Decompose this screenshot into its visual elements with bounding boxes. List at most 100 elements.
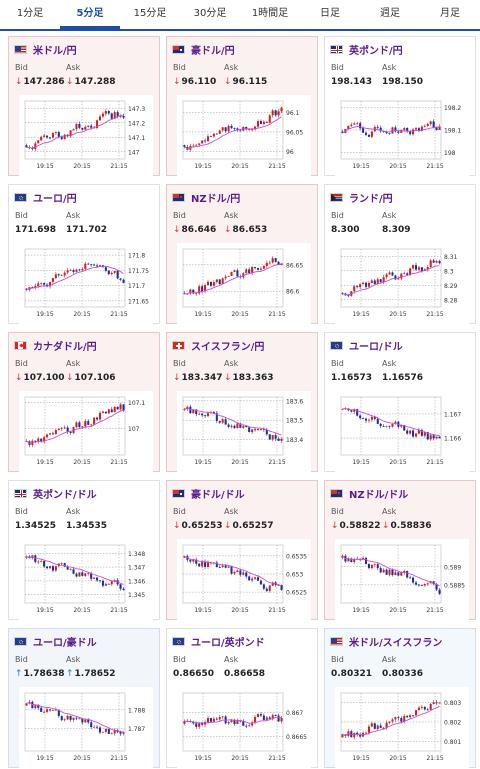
down-arrow-icon: ↓ — [173, 521, 181, 531]
candle-bear — [215, 718, 218, 720]
ask-value: 1.16576 — [382, 373, 423, 383]
pair-name[interactable]: 英ポンド/ドル — [33, 490, 97, 501]
candle-bull — [101, 731, 104, 733]
candle-bear — [69, 431, 72, 433]
pair-name[interactable]: ユーロ/ドル — [349, 342, 403, 353]
rate-card[interactable]: NZドル/円 Bid Ask ↓86.646 ↓86.653 86.65 86.6… — [166, 184, 318, 325]
price-chart[interactable]: 198.2 198.1 198 19:15 20:15 21:15 — [335, 95, 469, 177]
tab-2[interactable]: 15分足 — [133, 8, 167, 19]
pair-name[interactable]: 英ポンド/円 — [349, 46, 403, 57]
price-chart[interactable]: 0.6535 0.653 0.6525 19:15 20:15 21:15 — [177, 539, 311, 621]
rate-card[interactable]: スイスフラン/円 Bid Ask ↓183.347 ↓183.363 183.6… — [166, 332, 318, 473]
candle-bear — [107, 728, 110, 734]
tab-4[interactable]: 1時間足 — [251, 8, 289, 19]
candle-bull — [84, 573, 87, 576]
tab-0[interactable]: 1分足 — [16, 8, 44, 19]
candle-bull — [268, 262, 271, 264]
tab-3[interactable]: 30分足 — [193, 8, 227, 19]
price-chart[interactable]: 147.3 147.2 147.1 147 19:15 20:15 21:15 — [19, 95, 153, 177]
pair-name[interactable]: NZドル/ドル — [349, 490, 409, 501]
rate-card[interactable]: ユーロ/豪ドル Bid Ask ↑1.78638 ↑1.78652 1.788 1… — [8, 628, 160, 769]
rate-card[interactable]: 豪ドル/円 Bid Ask ↓96.110 ↓96.115 96.1 96.05 9… — [166, 36, 318, 177]
x-tick-label: 19:15 — [352, 755, 369, 762]
plot-frame — [24, 396, 126, 456]
candle-bear — [122, 279, 125, 283]
candle-bull — [280, 718, 283, 722]
price-chart[interactable]: 86.65 86.6 19:15 20:15 21:15 — [177, 243, 311, 325]
candle-bear — [81, 572, 84, 576]
pair-name[interactable]: ユーロ/豪ドル — [33, 638, 97, 649]
pair-name[interactable]: NZドル/円 — [191, 194, 241, 205]
au-us-flag-icon — [172, 489, 185, 498]
pair-name[interactable]: スイスフラン/円 — [191, 342, 265, 353]
pair-name[interactable]: ユーロ/英ポンド — [191, 638, 265, 649]
x-tick-label: 20:15 — [231, 459, 248, 466]
candle-bull — [370, 723, 373, 727]
candle-bull — [84, 421, 87, 427]
candle-bear — [104, 411, 107, 414]
price-chart[interactable]: 171.8 171.75 171.7 171.65 19:15 20:15 21:15 — [19, 243, 153, 325]
price-chart[interactable]: 1.348 1.347 1.346 1.345 19:15 20:15 21:15 — [19, 539, 153, 621]
tab-1[interactable]: 5分足 — [60, 0, 120, 29]
price-chart[interactable]: 107.1 107 19:15 20:15 21:15 — [19, 391, 153, 473]
rate-card[interactable]: ユーロ/英ポンド Bid Ask 0.86650 0.86658 0.867 0.… — [166, 628, 318, 769]
pair-name[interactable]: 米ドル/スイスフラン — [349, 638, 443, 649]
candle-bear — [248, 576, 251, 581]
price-chart[interactable]: 183.6 183.5 183.4 19:15 20:15 21:15 — [177, 391, 311, 473]
pair-name[interactable]: ユーロ/円 — [33, 194, 77, 205]
plot-frame — [182, 396, 284, 456]
rate-card[interactable]: 英ポンド/円 Bid Ask 198.143 198.150 198.2 198.… — [324, 36, 476, 177]
price-chart[interactable]: 0.803 0.802 0.801 19:15 20:15 21:15 — [335, 687, 469, 769]
x-tick-label: 19:15 — [36, 163, 53, 170]
price-chart[interactable]: 1.788 1.787 19:15 20:15 21:15 — [19, 687, 153, 769]
y-tick-label: 96.1 — [286, 110, 300, 117]
gb-flag-icon — [330, 45, 343, 54]
candle-bear — [350, 558, 353, 562]
pair-name[interactable]: ランド/円 — [349, 194, 393, 205]
candle-bull — [227, 276, 230, 277]
bid-value: ↓96.110 — [173, 77, 216, 87]
down-arrow-icon: ↓ — [15, 77, 23, 87]
price-chart[interactable]: 1.167 1.166 19:15 20:15 21:15 — [335, 391, 469, 473]
candle-bull — [388, 721, 391, 723]
pair-name[interactable]: 豪ドル/円 — [191, 46, 235, 57]
bid-label: Bid — [173, 359, 186, 368]
rate-card[interactable]: 米ドル/円 Bid Ask ↓147.286 ↓147.288 147.3 147… — [8, 36, 160, 177]
pair-name[interactable]: 豪ドル/ドル — [191, 490, 245, 501]
rate-card[interactable]: 米ドル/スイスフラン Bid Ask 0.80321 0.80336 0.803… — [324, 628, 476, 769]
x-tick-label: 21:15 — [426, 311, 443, 318]
pair-name[interactable]: 米ドル/円 — [33, 46, 77, 57]
tab-7[interactable]: 月足 — [440, 8, 460, 19]
candle-bull — [113, 406, 116, 413]
ask-number: 1.16576 — [382, 373, 423, 383]
rate-card[interactable]: ランド/円 Bid Ask 8.300 8.309 8.31 8.3 8.29 8.2… — [324, 184, 476, 325]
candle-bear — [426, 432, 429, 440]
candle-bear — [87, 263, 90, 265]
rate-card[interactable]: カナダドル/円 Bid Ask ↓107.100 ↓107.106 107.1 1… — [8, 332, 160, 473]
rate-card[interactable]: 英ポンド/ドル Bid Ask 1.34525 1.34535 1.348 1.3… — [8, 480, 160, 621]
candle-bear — [51, 433, 54, 435]
candle-bull — [195, 144, 198, 146]
candle-bull — [376, 279, 379, 285]
x-tick-label: 20:15 — [231, 163, 248, 170]
candle-bull — [110, 733, 113, 735]
rate-card[interactable]: NZドル/ドル Bid Ask ↓0.58822 ↓0.58836 0.589 0… — [324, 480, 476, 621]
candle-bull — [271, 258, 274, 263]
ask-value: ↓0.58836 — [382, 521, 432, 531]
price-chart[interactable]: 0.589 0.5885 19:15 20:15 21:15 — [335, 539, 469, 621]
tab-6[interactable]: 週足 — [380, 8, 400, 19]
x-tick-label: 19:15 — [194, 755, 211, 762]
candle-bull — [227, 566, 230, 568]
x-tick-label: 19:15 — [36, 607, 53, 614]
price-chart[interactable]: 96.1 96.05 96 19:15 20:15 21:15 — [177, 95, 311, 177]
candle-bear — [239, 130, 242, 132]
price-chart[interactable]: 0.867 0.8665 19:15 20:15 21:15 — [177, 687, 311, 769]
rate-card[interactable]: ユーロ/円 Bid Ask 171.698 171.702 171.8 171.7… — [8, 184, 160, 325]
candle-bear — [420, 267, 423, 271]
tab-5[interactable]: 日足 — [320, 8, 340, 19]
price-chart[interactable]: 8.31 8.3 8.29 8.28 19:15 20:15 21:15 — [335, 243, 469, 325]
pair-name[interactable]: カナダドル/円 — [33, 342, 97, 353]
rate-card[interactable]: 豪ドル/ドル Bid Ask ↓0.65253 ↓0.65257 0.6535 0… — [166, 480, 318, 621]
rate-card[interactable]: ユーロ/ドル Bid Ask 1.16573 1.16576 1.167 1.16… — [324, 332, 476, 473]
candle-bull — [198, 413, 201, 415]
